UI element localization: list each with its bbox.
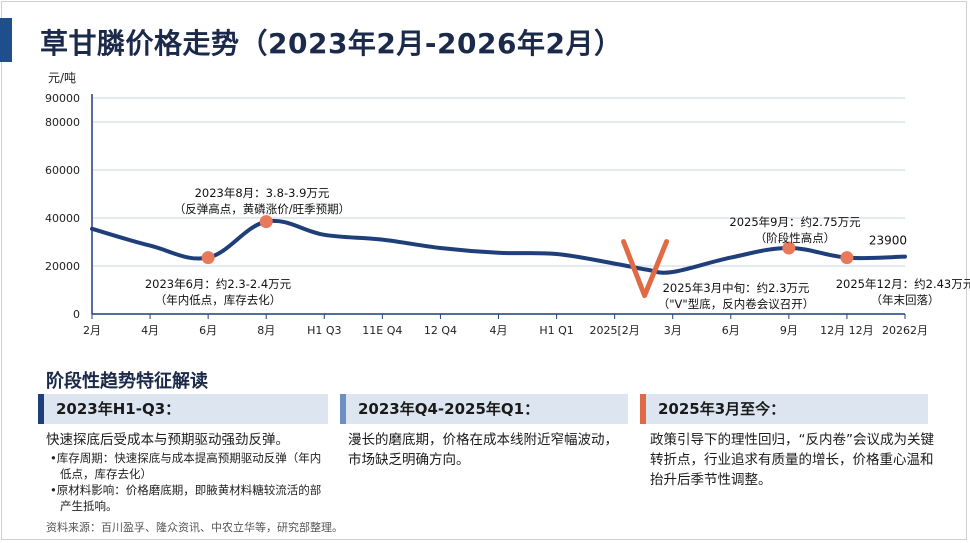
end-value-label: 23900 — [869, 234, 907, 248]
y-tick-label: 90000 — [45, 92, 80, 105]
x-tick-label: 12月 12月 — [820, 324, 874, 337]
card-label: 2023年Q4-2025年Q1： — [358, 400, 540, 418]
x-tick-label: 6月 — [199, 324, 217, 337]
annotation-line-2: （"V"型底，反内卷会议召开） — [658, 297, 814, 311]
card-label: 2023年H1-Q3： — [56, 400, 181, 418]
annotation-line-1: 2025年9月：约2.75万元 — [729, 215, 861, 229]
bullet-list: •库存周期：快速探底与成本提高预期驱动反弹（年内低点，库存去化） •原材料影响：… — [50, 450, 330, 514]
card-body-phase-2: 漫长的磨底期，价格在成本线附近窄幅波动，市场缺乏明确方向。 — [348, 432, 618, 468]
x-tick-label: 4月 — [490, 324, 508, 337]
highlight-marker — [201, 251, 215, 265]
x-tick-label: 2月 — [83, 324, 101, 337]
card-body-phase-3: 政策引导下的理性回归，“反内卷”会议成为关键转折点，行业追求有质量的增长，价格重… — [650, 432, 934, 488]
v-shape-mark — [621, 239, 670, 299]
grid-layer — [92, 97, 905, 267]
annotation-line-2: （阶段性高点） — [755, 231, 836, 245]
card-body-phase-1: 快速探底后受成本与预期驱动强劲反弹。 — [46, 432, 289, 448]
x-tick-label: H1 Q1 — [539, 324, 573, 337]
highlight-marker — [782, 241, 796, 255]
title-accent-bar — [0, 18, 12, 62]
series-layer — [90, 215, 907, 299]
x-tick-label: 20262月 — [882, 324, 928, 337]
y-tick-label: 0 — [73, 308, 80, 321]
card-phase-2: 2023年Q4-2025年Q1： — [340, 394, 628, 424]
price-chart: 元/吨 0 20000 40000 60000 80000 90000 2月 4月 6月 8月 H1 … — [45, 71, 970, 337]
annotation-line-2: （年末回落） — [871, 293, 940, 307]
annotation-line-1: 2025年12月：约2.43万元 — [836, 277, 970, 291]
highlight-marker — [840, 251, 854, 265]
y-tick-label: 80000 — [45, 116, 80, 129]
source-note: 资料来源：百川盈孚、隆众资讯、中农立华等，研究部整理。 — [46, 521, 343, 534]
annotation-layer: 23900 2023年8月：3.8-3.9万元 （反弹高点，黄磷涨价/旺季预期） 20… — [145, 186, 970, 311]
annotation-line-2: （反弹高点，黄磷涨价/旺季预期） — [174, 202, 350, 216]
annotation-line-1: 2023年8月：3.8-3.9万元 — [195, 186, 330, 200]
x-tick-label: 9月 — [780, 324, 798, 337]
bullet-item: •原材料影响：价格磨底期，即腋黄材料糖较流活的部产生抵响。 — [50, 483, 322, 513]
x-tick-label: 11E Q4 — [362, 324, 402, 337]
y-tick-label: 60000 — [45, 164, 80, 177]
x-tick-label: H1 Q3 — [307, 324, 341, 337]
bullet-item: •库存周期：快速探底与成本提高预期驱动反弹（年内低点，库存去化） — [50, 451, 322, 481]
card-phase-3: 2025年3月至今： — [640, 394, 928, 424]
x-tick-label: 2025[2月 — [589, 324, 639, 337]
x-tick-label: 6月 — [722, 324, 740, 337]
page-title: 草甘膦价格走势（2023年2月-2026年2月） — [40, 27, 623, 60]
x-tick-label: 12 Q4 — [424, 324, 457, 337]
price-line — [90, 218, 907, 275]
x-tick-label: 8月 — [257, 324, 275, 337]
annotation-line-1: 2023年6月：约2.3-2.4万元 — [145, 277, 292, 291]
annotation-line-2: （年内低点，库存去化） — [155, 293, 282, 307]
annotation-line-1: 2025年3月中旬：约2.3万元 — [663, 281, 810, 295]
card-label: 2025年3月至今： — [658, 400, 786, 418]
section-title: 阶段性趋势特征解读 — [46, 371, 208, 392]
x-tick-label: 3月 — [664, 324, 682, 337]
y-tick-label: 20000 — [45, 260, 80, 273]
card-phase-1: 2023年H1-Q3： — [38, 394, 328, 424]
highlight-marker — [259, 215, 273, 229]
y-axis-label: 元/吨 — [48, 71, 76, 85]
y-tick-label: 40000 — [45, 212, 80, 225]
x-tick-label: 4月 — [141, 324, 159, 337]
axis-layer: 元/吨 0 20000 40000 60000 80000 90000 2月 4月 6月 8月 H1 … — [45, 71, 928, 337]
